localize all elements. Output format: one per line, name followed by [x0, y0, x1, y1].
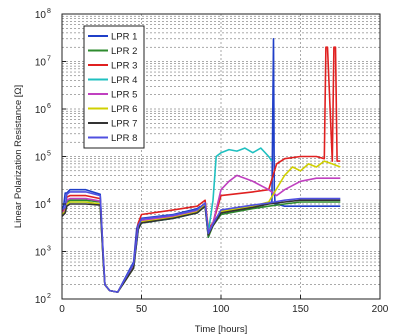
y-tick-label: 10 — [35, 248, 47, 259]
y-tick-label: 10 — [35, 58, 47, 69]
y-tick-exponent: 7 — [47, 56, 51, 63]
legend-label: LPR 4 — [111, 75, 137, 86]
x-tick-label: 100 — [213, 304, 230, 315]
legend-label: LPR 7 — [111, 119, 137, 130]
y-tick-label: 10 — [35, 153, 47, 164]
y-tick-label: 10 — [35, 200, 47, 211]
legend-label: LPR 3 — [111, 61, 137, 72]
series-layer — [61, 37, 341, 293]
legend-label: LPR 8 — [111, 133, 137, 144]
y-tick-exponent: 8 — [47, 8, 51, 15]
y-tick-label: 10 — [35, 105, 47, 116]
legend: LPR 1 LPR 2 LPR 3 LPR 4 LPR 5 LPR 6 LPR 7 LPR 8 — [83, 25, 145, 149]
y-tick-label: 10 — [35, 295, 47, 306]
y-tick-exponent: 6 — [47, 103, 51, 110]
series-line-lpr-1 — [61, 37, 341, 293]
legend-label: LPR 1 — [111, 32, 137, 43]
x-tick-label: 50 — [136, 304, 148, 315]
legend-label: LPR 6 — [111, 104, 137, 115]
y-tick-exponent: 4 — [47, 198, 51, 205]
legend-label: LPR 5 — [111, 90, 137, 101]
legend-box — [83, 25, 145, 149]
x-axis-label: Time [hours] — [195, 324, 247, 335]
series-line-lpr-8 — [61, 191, 341, 293]
series-line-lpr-7 — [61, 199, 341, 293]
y-tick-exponent: 3 — [47, 246, 51, 253]
x-tick-label: 0 — [59, 304, 65, 315]
y-tick-label: 10 — [35, 10, 47, 21]
y-tick-exponent: 2 — [47, 293, 51, 300]
x-tick-label: 200 — [372, 304, 389, 315]
y-axis-label: Linear Polarization Resistance [Ω] — [13, 85, 24, 228]
legend-label: LPR 2 — [111, 46, 137, 57]
grid — [62, 14, 380, 299]
y-tick-exponent: 5 — [47, 151, 51, 158]
x-tick-label: 150 — [292, 304, 309, 315]
